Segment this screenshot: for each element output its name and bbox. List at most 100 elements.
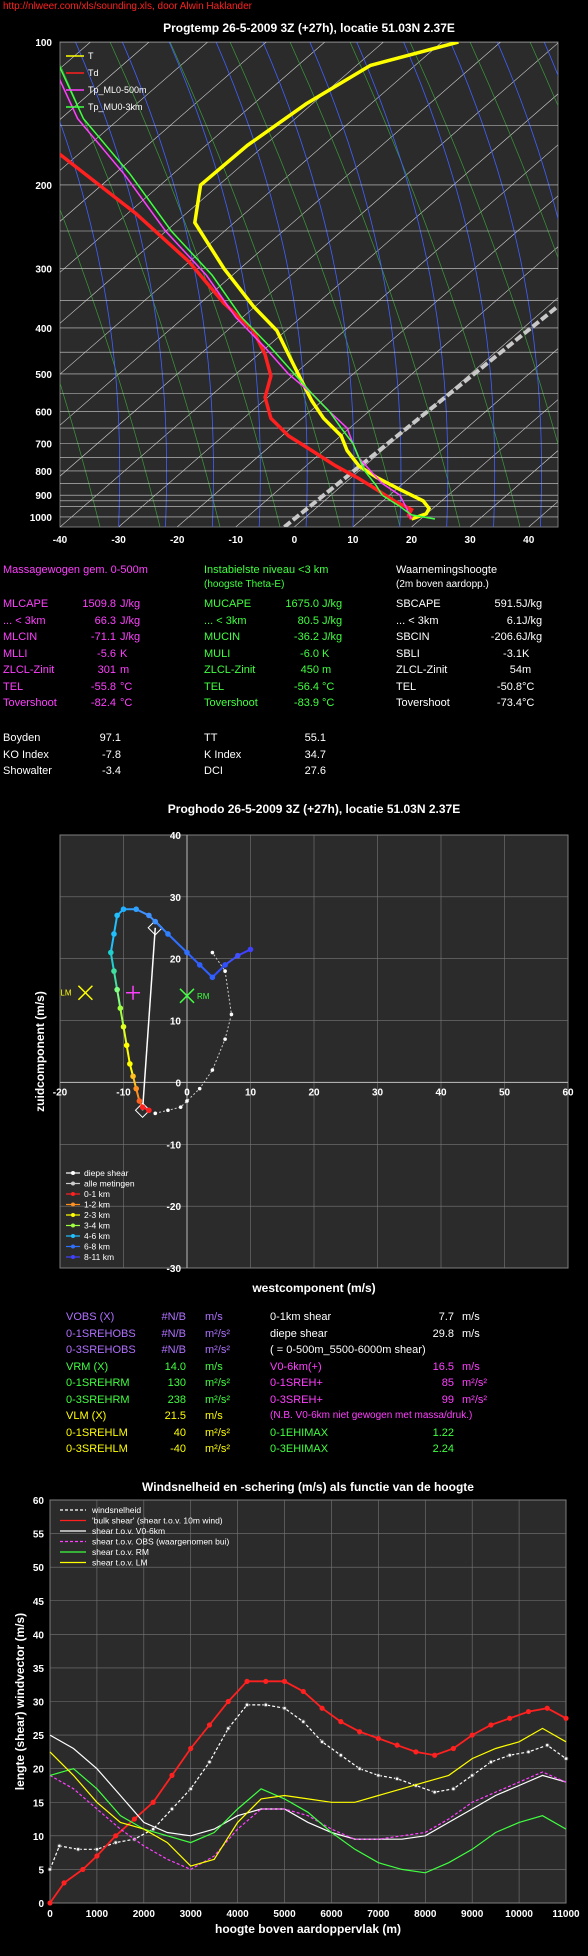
param-cell: -82.4 [90,697,116,709]
deep-shear-marker [134,1102,151,1119]
series-point-0 [432,1789,437,1795]
series-point-1 [225,1698,231,1705]
param-cell: 97.1 [99,732,121,744]
hodo-param-cell: m/s [462,1327,480,1340]
y-tick-label: 30 [33,1698,45,1709]
series-line-4 [49,1768,567,1874]
hodo-param-cell: m²/s² [205,1327,231,1340]
param-cell: -206.6 [490,631,522,643]
x-tick-label: 50 [499,1087,511,1098]
hodo-param-cell: 2.24 [432,1443,454,1455]
hodo-param-cell: m/s [462,1360,480,1373]
wind-shear-chart: Windsnelheid en -schering (m/s) als func… [13,1480,580,1936]
param-cell: MLCIN [3,631,38,643]
param-cell: ... < 3km [396,614,439,627]
dry-adiabat [469,42,558,259]
hodograph-point [130,1073,136,1080]
legend-dot [71,1171,75,1175]
hodo-param-cell: 99 [441,1393,454,1406]
legend-dot [71,1255,75,1259]
all-measurements-line [155,952,232,1114]
param-cell: TEL [396,680,417,693]
hodograph-segment [116,989,122,1009]
legend-label: Tp_MU0-3km [88,102,143,112]
series-point-1 [394,1742,400,1748]
y-tick-label: 600 [35,408,52,419]
param-cell: -6.0 [300,647,319,660]
hodo-param-cell: 0-1EHIMAX [270,1426,329,1439]
param-cell: DCI [204,765,223,777]
x-tick-label: 0 [184,1087,190,1098]
param-cell: SBCIN [396,631,430,643]
isotherm-line [0,42,32,527]
x-tick-label: 9000 [461,1909,484,1920]
series-point-1 [80,1866,86,1873]
hodo-parameter-table: VOBS (X) #N/B m/s 0-1km shear 7.7 m/s 0-1SREHO… [0,1305,588,1465]
dry-adiabat [289,42,461,527]
param-cell: -3.4 [102,765,121,777]
moist-adiabat [496,42,558,221]
param-cell: SBCAPE [396,598,441,610]
parameter-table: Massagewogen gem. 0-500m Instabielste niv… [0,560,588,785]
series-point-1 [263,1678,269,1684]
series-point-1 [113,1833,119,1839]
param-cell: °C [120,697,133,709]
param-cell: J/kg [120,598,141,610]
series-point-1 [188,1745,194,1752]
param-cell: J/kg [522,598,543,610]
hodo-param-cell: 0-1SREHRM [66,1377,130,1389]
hodograph-segment [154,920,169,935]
hodo-param-cell: 0-1SREH+ [270,1377,323,1389]
legend-label: shear t.o.v. OBS (waargenomen bui) [92,1537,229,1547]
legend-label: shear t.o.v. V0-6km [92,1526,165,1536]
param-cell: 80.5 [297,614,319,627]
param-cell: Waarnemingshoogte [396,564,498,576]
param-cell: ZLCL-Zinit [3,664,55,676]
series-point-0 [488,1759,494,1765]
y-tick-label: 300 [35,265,52,276]
hodo-param-cell: m/s [205,1360,223,1373]
legend-dot [71,1213,75,1217]
series-point-0 [75,1846,81,1852]
x-tick-label: 5000 [273,1909,296,1920]
param-cell: 1509.8 [82,598,116,610]
y-tick-label: 10 [33,1832,45,1843]
series-point-1 [244,1678,250,1684]
param-cell: -50.8 [496,680,522,693]
param-cell: m [322,664,332,676]
series-line-5 [49,1727,567,1867]
series-point-0 [244,1702,250,1708]
param-cell: K Index [204,748,242,761]
x-tick-label: 0 [47,1909,53,1920]
chart-title: Proghodo 26-5-2009 3Z (+27h), locatie 51… [168,802,460,816]
hodo-param-cell: diepe shear [270,1327,328,1340]
series-point-0 [526,1749,531,1755]
x-tick-label: 40 [523,535,535,546]
hodograph-point [133,1085,139,1092]
legend-label: alle metingen [84,1179,135,1189]
isotherm-line [118,144,558,527]
param-cell: MUCAPE [204,598,252,610]
hodograph-point [235,952,241,959]
y-tick-label: 1000 [30,513,53,524]
grid-group [0,42,558,527]
param-cell: °C [522,697,535,709]
param-cell: -55.8 [90,680,116,693]
hodograph-point [209,974,216,981]
y-tick-label: 40 [170,831,182,842]
hodo-param-cell: 0-1SREHOBS [66,1327,136,1340]
y-tick-label: 20 [33,1765,45,1776]
legend-label: shear t.o.v. LM [92,1558,148,1568]
chart-title: Windsnelheid en -schering (m/s) als func… [142,1480,474,1494]
series-point-1 [525,1708,532,1715]
isotherm-line [60,42,208,171]
hodograph-point [111,931,117,937]
hodograph-point [127,1061,133,1067]
param-cell: (hoogste Theta-E) [204,579,285,590]
param-cell: 591.5 [494,598,522,610]
hodo-param-cell: #N/B [161,1344,186,1356]
param-cell: -5.6 [97,647,116,660]
param-cell: J/kg [322,598,343,610]
header-link[interactable]: http://nlweer.com/xls/sounding.xls, door… [3,1,253,12]
x-tick-label: 10000 [505,1909,533,1920]
